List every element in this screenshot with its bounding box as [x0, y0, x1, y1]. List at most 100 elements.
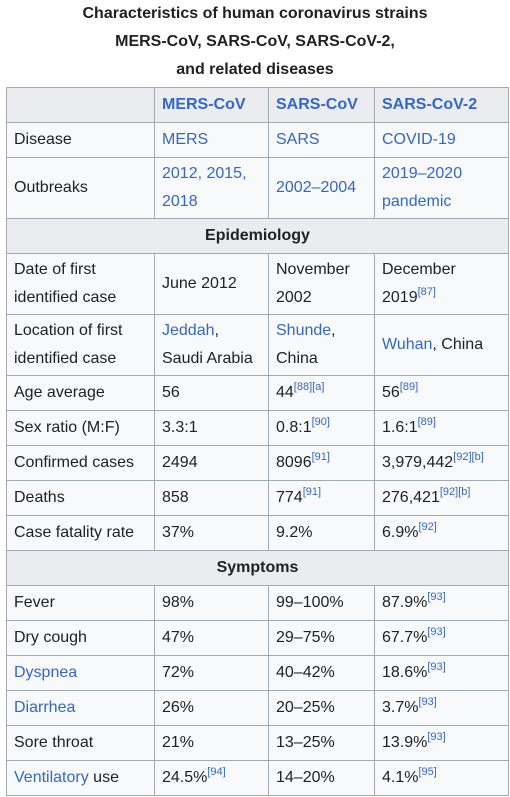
table-cell: Jeddah, Saudi Arabia — [154, 314, 269, 376]
citation-link[interactable]: [93] — [427, 661, 446, 673]
row-label-cell: Ventilatory use — [6, 760, 155, 796]
table-cell: 29–75% — [268, 620, 375, 656]
caption-line-2: MERS-CoV, SARS-CoV, SARS-CoV-2, — [115, 33, 395, 50]
cell-value: 1.6:1 — [382, 419, 418, 436]
table-cell: 24.5%[94] — [154, 760, 269, 796]
table-cell: 8096[91] — [268, 445, 375, 481]
table-cell: 276,421[92][b] — [374, 480, 509, 516]
table-row-disease: Disease MERS SARS COVID-19 — [6, 122, 509, 158]
table-cell: 3.3:1 — [154, 410, 269, 446]
row-label: Case fatality rate — [6, 515, 155, 551]
citation-link[interactable]: [90] — [311, 416, 330, 428]
table-cell[interactable]: COVID-19 — [374, 122, 509, 158]
table-cell: 4.1%[95] — [374, 760, 509, 796]
column-header-sars-cov-2[interactable]: SARS-CoV-2 — [374, 87, 509, 123]
citation-link[interactable]: [91] — [302, 486, 322, 498]
citation-link[interactable]: [87] — [417, 286, 436, 298]
table-row-outbreaks: Outbreaks 2012, 2015, 2018 2002–2004 201… — [6, 157, 509, 219]
citation-link[interactable]: [89] — [399, 381, 419, 393]
corner-cell — [6, 87, 155, 123]
table-row-first-case: Date of first identified case June 2012 … — [6, 253, 509, 315]
table-cell: 13–25% — [268, 725, 375, 761]
cell-value: 8096 — [276, 454, 312, 471]
table-header-row: MERS-CoV SARS-CoV SARS-CoV-2 — [6, 87, 509, 123]
cell-value: 67.7% — [382, 629, 428, 646]
table-cell: 858 — [154, 480, 269, 516]
column-header-sars-cov[interactable]: SARS-CoV — [268, 87, 375, 123]
link-sars[interactable]: SARS — [276, 131, 320, 148]
country-text: China — [441, 336, 484, 353]
column-header-mers-cov[interactable]: MERS-CoV — [154, 87, 269, 123]
country-text: Saudi Arabia — [162, 350, 253, 367]
link-wuhan[interactable]: Wuhan — [382, 336, 433, 353]
citation-link[interactable]: [95] — [418, 766, 437, 778]
link-jeddah[interactable]: Jeddah — [162, 322, 215, 339]
table-cell[interactable]: 2019–2020 pandemic — [374, 157, 509, 219]
cell-value: 18.6% — [382, 664, 428, 681]
table-caption: Characteristics of human coronavirus str… — [0, 0, 510, 84]
table-cell: 3.7%[93] — [374, 690, 509, 726]
table-cell: 87.9%[93] — [374, 585, 509, 621]
column-header-label[interactable]: SARS-CoV-2 — [382, 96, 478, 113]
table-row-deaths: Deaths 858 774[91] 276,421[92][b] — [6, 480, 509, 516]
table-cell: 3,979,442[92][b] — [374, 445, 509, 481]
citation-link[interactable]: [92] — [418, 521, 437, 533]
row-label-cell: Diarrhea — [6, 690, 155, 726]
table-cell[interactable]: MERS — [154, 122, 269, 158]
citation-link[interactable]: [94] — [207, 766, 226, 778]
table-row-location: Location of first identified case Jeddah… — [6, 314, 509, 376]
caption-line-1: Characteristics of human coronavirus str… — [82, 5, 428, 22]
table-cell: 21% — [154, 725, 269, 761]
table-cell[interactable]: 2012, 2015, 2018 — [154, 157, 269, 219]
cell-value: 3,979,442 — [382, 454, 454, 471]
row-label: Dry cough — [6, 620, 155, 656]
table-cell[interactable]: SARS — [268, 122, 375, 158]
row-label: Sex ratio (M:F) — [6, 410, 155, 446]
citation-link[interactable]: [92][b] — [453, 451, 484, 463]
link-mers[interactable]: MERS — [162, 131, 209, 148]
column-header-label[interactable]: SARS-CoV — [276, 96, 358, 113]
row-label-cell: Dyspnea — [6, 655, 155, 691]
citation-link[interactable]: [88][a] — [293, 381, 325, 393]
link-shunde[interactable]: Shunde — [276, 322, 332, 339]
citation-link[interactable]: [89] — [417, 416, 436, 428]
column-header-label[interactable]: MERS-CoV — [162, 96, 246, 113]
citation-link[interactable]: [91] — [311, 451, 330, 463]
citation-link[interactable]: [93] — [427, 626, 446, 638]
section-heading-symptoms: Symptoms — [6, 550, 509, 586]
link-mers-outbreaks[interactable]: 2012, 2015, 2018 — [162, 165, 247, 210]
row-label: Date of first identified case — [6, 253, 155, 315]
table-row-case-fatality-rate: Case fatality rate 37% 9.2% 6.9%[92] — [6, 515, 509, 551]
row-label-suffix: use — [88, 769, 119, 786]
link-ventilatory[interactable]: Ventilatory — [14, 769, 89, 786]
citation-link[interactable]: [93] — [427, 591, 446, 603]
row-label: Confirmed cases — [6, 445, 155, 481]
table-cell: November 2002 — [268, 253, 375, 315]
caption-line-3: and related diseases — [176, 61, 334, 78]
table-cell: Wuhan, China — [374, 314, 509, 376]
country-text: China — [276, 350, 318, 367]
table-cell: December 2019[87] — [374, 253, 509, 315]
link-dyspnea[interactable]: Dyspnea — [14, 664, 78, 681]
citation-link[interactable]: [93] — [427, 731, 446, 743]
section-heading-epidemiology: Epidemiology — [6, 218, 509, 254]
row-label: Fever — [6, 585, 155, 621]
table-row-dry-cough: Dry cough 47% 29–75% 67.7%[93] — [6, 620, 509, 656]
link-covid-pandemic[interactable]: 2019–2020 pandemic — [382, 165, 463, 210]
table-cell: 9.2% — [268, 515, 375, 551]
table-cell: 18.6%[93] — [374, 655, 509, 691]
table-cell: 72% — [154, 655, 269, 691]
link-diarrhea[interactable]: Diarrhea — [14, 699, 76, 716]
table-cell: 47% — [154, 620, 269, 656]
table-row-dyspnea: Dyspnea 72% 40–42% 18.6%[93] — [6, 655, 509, 691]
link-covid-19[interactable]: COVID-19 — [382, 131, 456, 148]
table-cell: 1.6:1[89] — [374, 410, 509, 446]
table-row-diarrhea: Diarrhea 26% 20–25% 3.7%[93] — [6, 690, 509, 726]
cell-value: 774 — [276, 489, 303, 506]
citation-link[interactable]: [93] — [418, 696, 437, 708]
table-cell: 56 — [154, 375, 269, 411]
table-cell: 44[88][a] — [268, 375, 375, 411]
link-sars-outbreak[interactable]: 2002–2004 — [276, 179, 357, 196]
citation-link[interactable]: [92][b] — [439, 486, 471, 498]
table-cell[interactable]: 2002–2004 — [268, 157, 375, 219]
